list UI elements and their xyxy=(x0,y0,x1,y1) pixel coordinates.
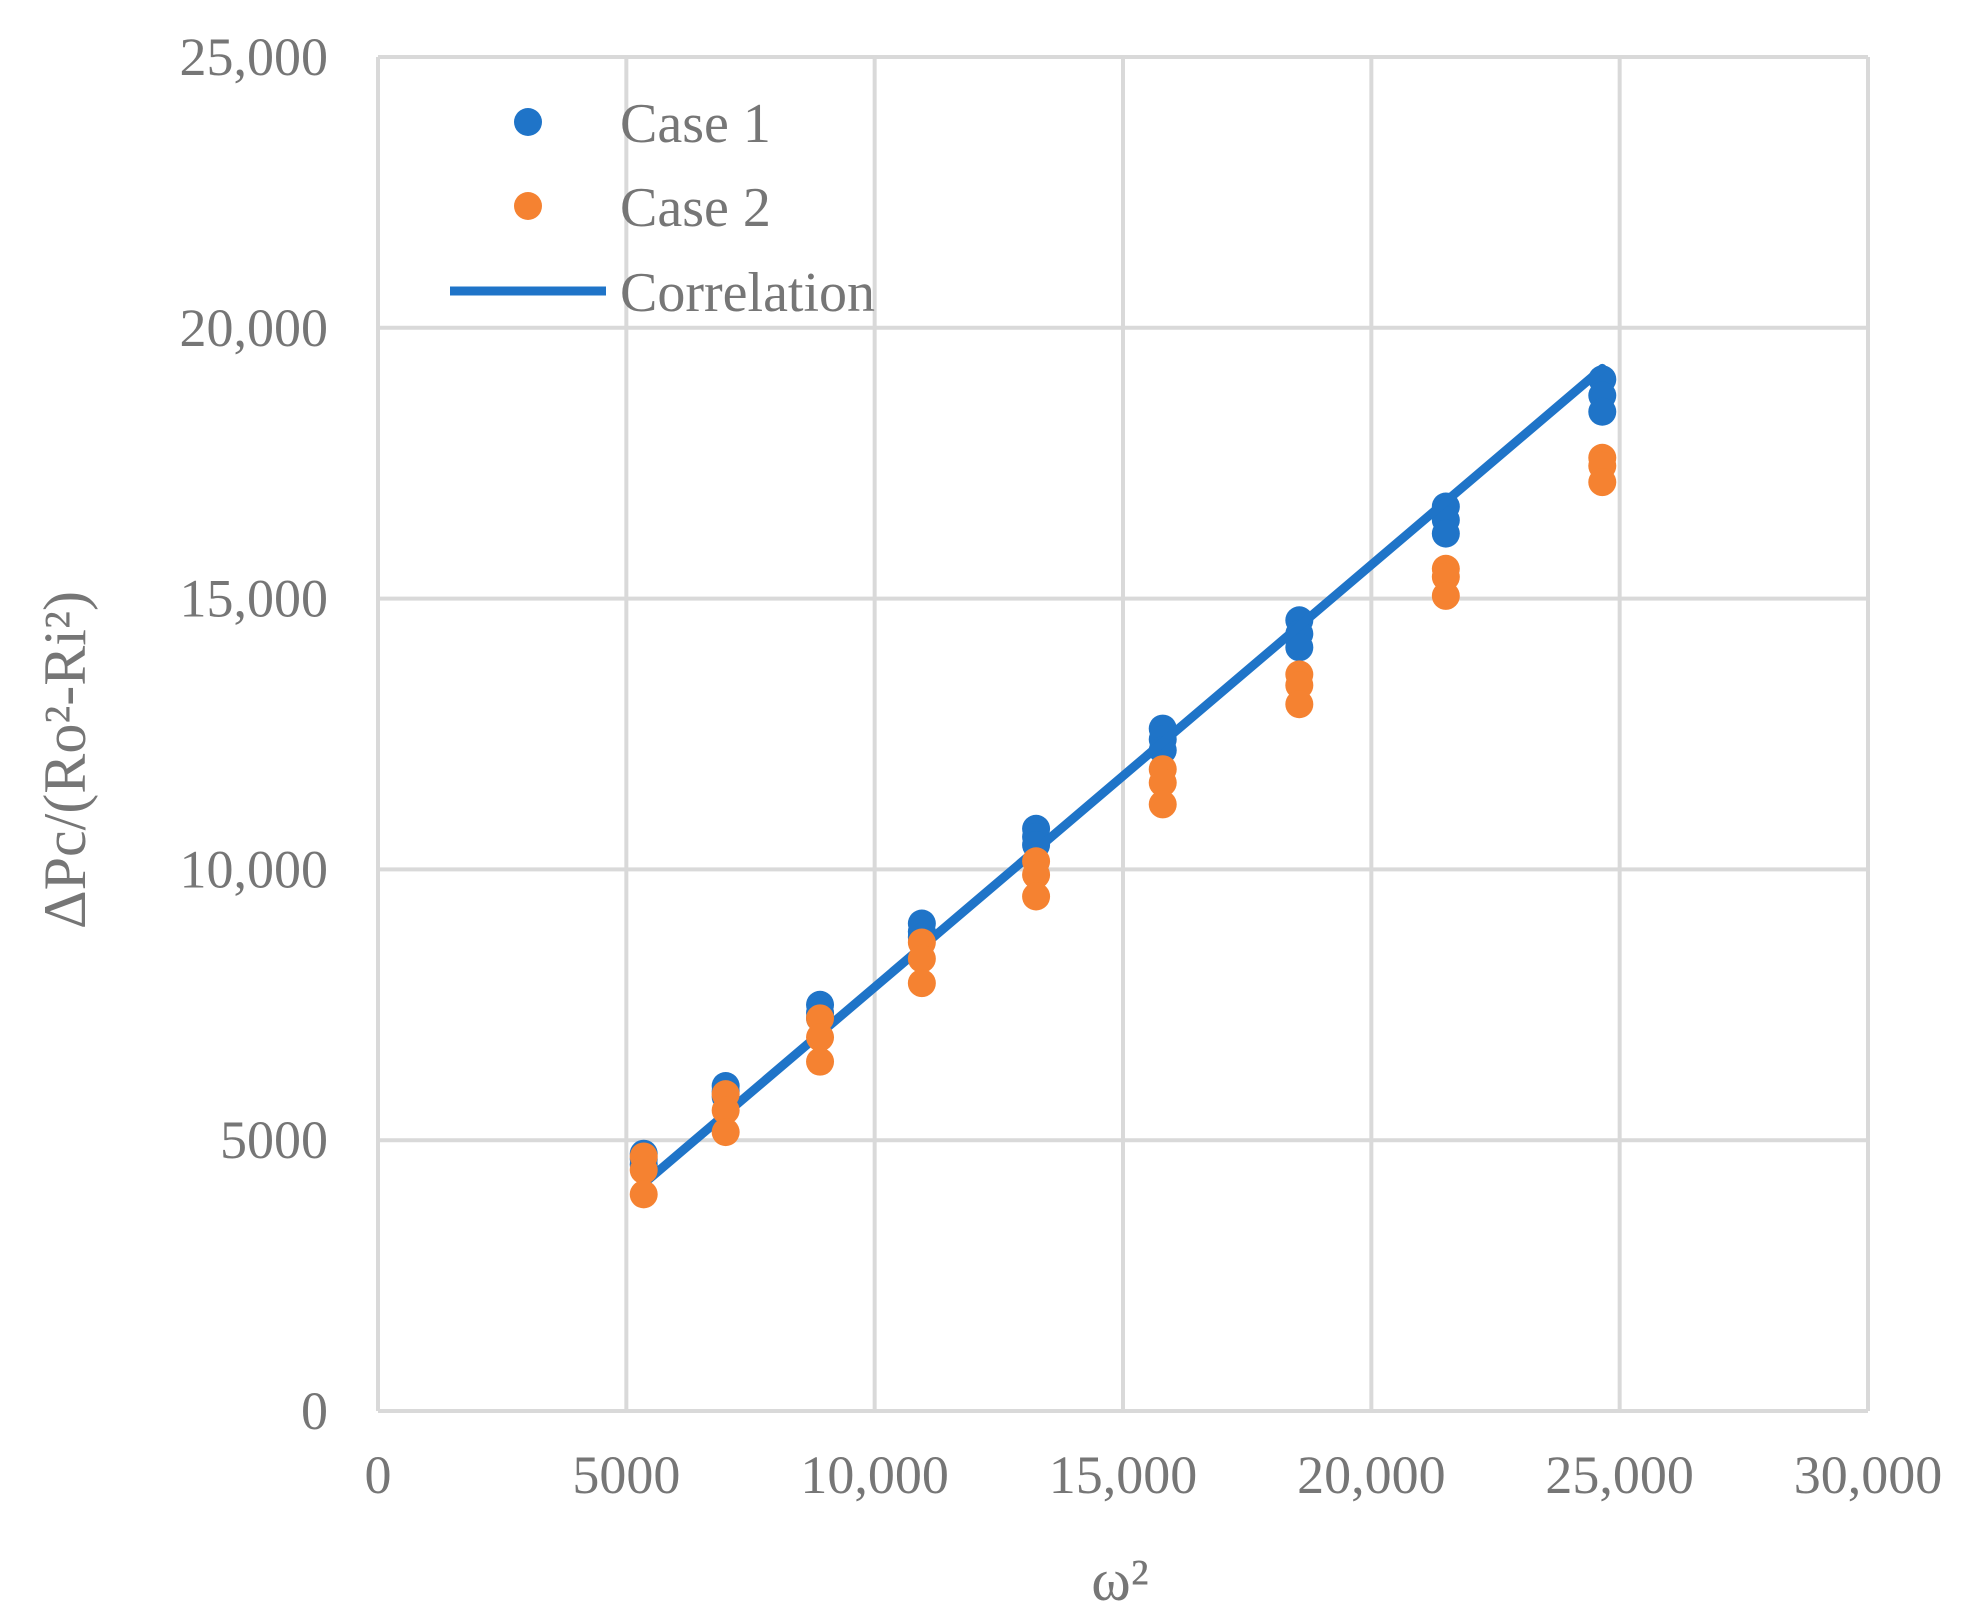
legend-label-correlation: Correlation xyxy=(620,262,875,324)
y-tick-label: 5000 xyxy=(220,1110,328,1170)
x-tick-label: 5000 xyxy=(572,1445,680,1505)
y-tick-label: 20,000 xyxy=(180,298,329,358)
x-tick-label: 30,000 xyxy=(1794,1445,1943,1505)
case2-point xyxy=(1148,768,1177,797)
x-tick-label: 10,000 xyxy=(800,1445,949,1505)
case2-point xyxy=(806,1023,835,1052)
case2-point xyxy=(629,1155,658,1184)
y-tick-label: 10,000 xyxy=(180,839,329,899)
y-tick-label: 0 xyxy=(301,1381,328,1441)
legend-marker-case1 xyxy=(514,108,542,136)
case2-point xyxy=(907,944,936,973)
legend-marker-case2 xyxy=(514,192,542,220)
y-tick-label: 25,000 xyxy=(180,27,329,87)
case2-point xyxy=(1285,690,1314,719)
correlation-line xyxy=(639,363,1607,1189)
legend-label-case1: Case 1 xyxy=(620,93,771,155)
axes xyxy=(376,57,1868,1413)
x-tick-label: 20,000 xyxy=(1297,1445,1446,1505)
x-tick-label: 15,000 xyxy=(1049,1445,1198,1505)
legend-label-case2: Case 2 xyxy=(620,177,771,239)
case1-point xyxy=(1588,397,1617,426)
y-tick-label: 15,000 xyxy=(180,569,329,629)
data-series xyxy=(629,363,1617,1209)
case2-point xyxy=(1022,860,1051,889)
case2-point xyxy=(629,1180,658,1209)
case1-point xyxy=(1285,633,1314,662)
tick-labels: 0 5000 10,000 15,000 20,000 25,000 30,000 0 5000… xyxy=(180,27,1943,1505)
gridlines xyxy=(378,55,1870,1411)
case2-point xyxy=(1588,468,1617,497)
case2-point xyxy=(1022,882,1051,911)
x-axis-title: ω² xyxy=(1091,1547,1148,1613)
y-axis-title: ΔPc/(Ro²-Ri²) xyxy=(32,591,98,929)
case2-point xyxy=(1431,581,1460,610)
case2-point xyxy=(907,969,936,998)
case2-point xyxy=(711,1096,740,1125)
case2-point xyxy=(806,1047,835,1076)
legend: Case 1 Case 2 Correlation xyxy=(450,93,875,324)
case2-point xyxy=(711,1118,740,1147)
case2-point xyxy=(1148,790,1177,819)
case1-point xyxy=(1431,519,1460,548)
x-tick-label: 0 xyxy=(365,1445,392,1505)
x-tick-label: 25,000 xyxy=(1545,1445,1694,1505)
